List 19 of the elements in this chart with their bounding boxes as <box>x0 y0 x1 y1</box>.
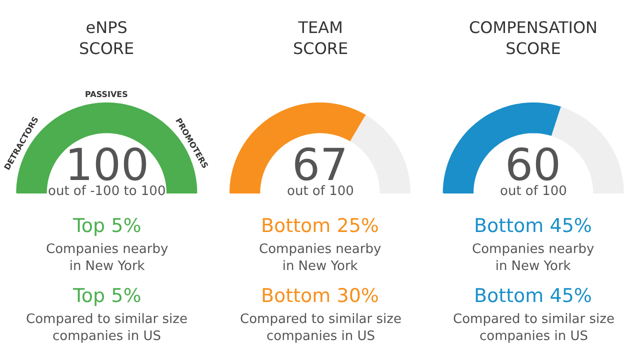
slice-label: PASSIVES <box>84 90 128 100</box>
chart-title: COMPENSATION SCORE <box>469 18 598 58</box>
chart-title: TEAM SCORE <box>293 18 348 58</box>
text: out of 100 <box>500 184 567 199</box>
chart-title: eNPS SCORE <box>79 18 134 58</box>
text: Compared to similar size companies in US <box>26 312 188 344</box>
text: Bottom 30% <box>261 285 379 307</box>
text: Compared to similar size companies in US <box>240 312 402 344</box>
text: Bottom 45% <box>474 285 592 307</box>
text: Bottom 25% <box>261 215 379 237</box>
text: Companies nearby in New York <box>472 242 594 274</box>
text: Top 5% <box>72 215 142 237</box>
text: Companies nearby in New York <box>259 242 382 274</box>
text: Companies nearby in New York <box>46 242 168 274</box>
text: Bottom 45% <box>474 215 592 237</box>
text: out of -100 to 100 <box>48 184 166 199</box>
text: Top 5% <box>72 285 142 307</box>
text: Compared to similar size companies in US <box>453 312 614 344</box>
text: out of 100 <box>287 184 354 199</box>
